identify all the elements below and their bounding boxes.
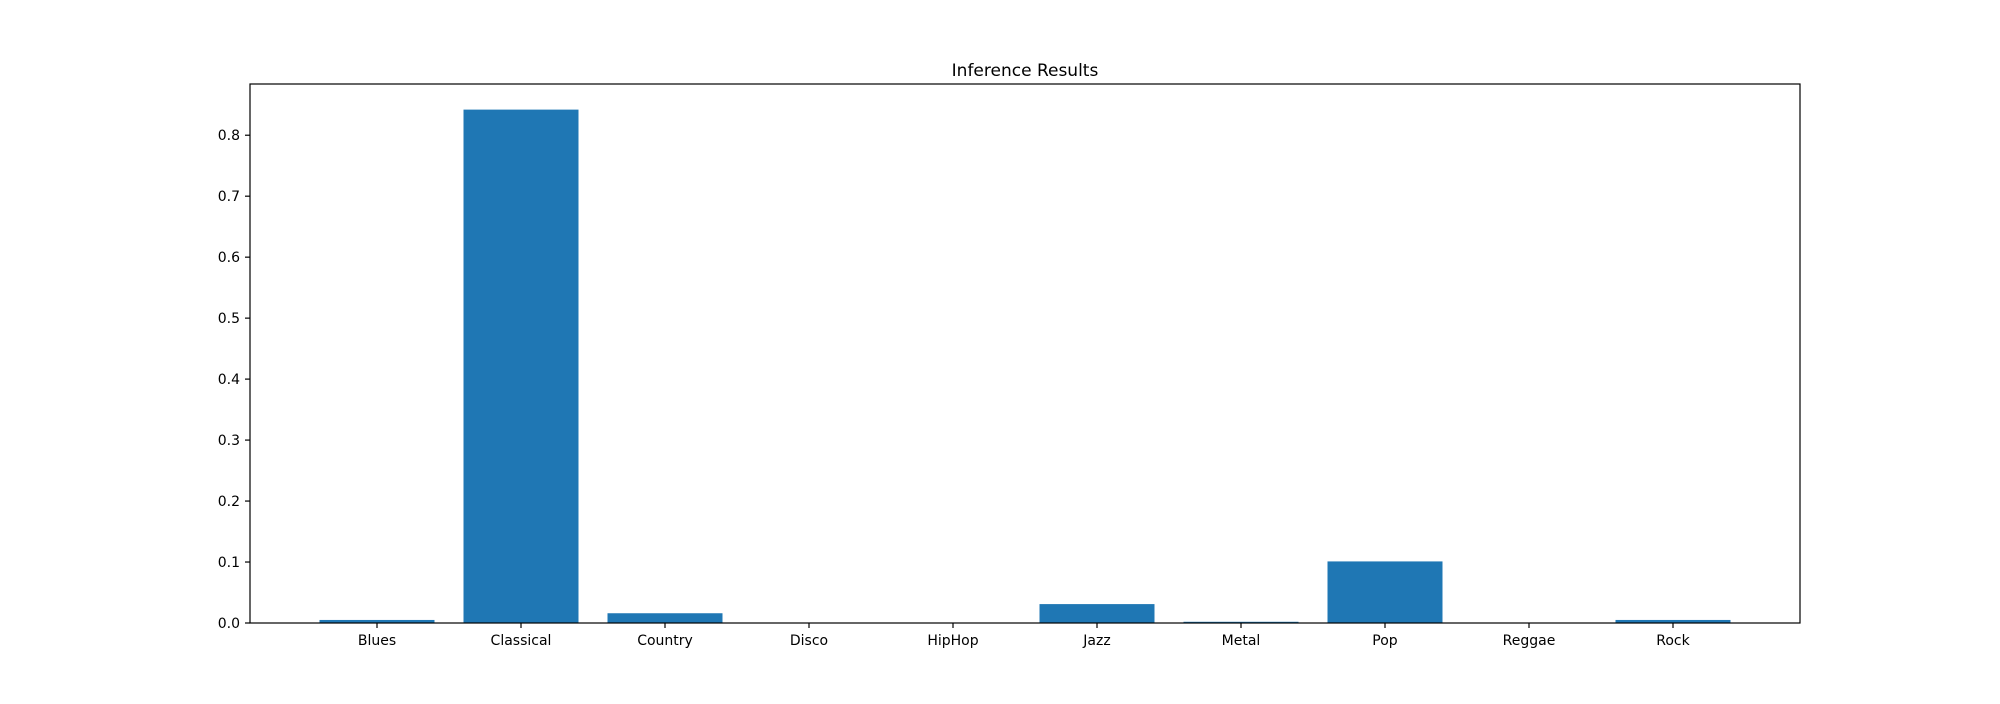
x-tick-label: Disco	[790, 633, 828, 649]
bar-pop	[1327, 561, 1443, 623]
y-axis: 0.0 0.1 0.2 0.3 0.4 0.5 0.6 0.7 0.8	[218, 128, 250, 632]
bar-classical	[463, 109, 579, 624]
bar-country	[607, 613, 723, 623]
x-tick-label: Rock	[1656, 633, 1690, 649]
y-tick-label: 0.2	[218, 494, 240, 510]
x-tick-label: Jazz	[1082, 633, 1110, 649]
y-tick-label: 0.3	[218, 433, 240, 449]
bar-rock	[1615, 619, 1731, 623]
x-tick-label: Metal	[1222, 633, 1261, 649]
x-tick-label: Classical	[491, 633, 552, 649]
y-tick-label: 0.0	[218, 616, 240, 632]
x-tick-label: Country	[637, 633, 693, 649]
bar-blues	[319, 619, 435, 623]
y-tick-label: 0.5	[218, 311, 240, 327]
bars-layer	[319, 109, 1731, 624]
x-tick-label: Pop	[1372, 633, 1398, 649]
bar-jazz	[1039, 604, 1155, 623]
chart-title: Inference Results	[952, 61, 1099, 81]
bar-metal	[1183, 621, 1299, 623]
x-axis: Blues Classical Country Disco HipHop Jazz Meta…	[358, 623, 1691, 649]
x-tick-label: HipHop	[927, 633, 978, 649]
y-tick-label: 0.4	[218, 372, 240, 388]
y-tick-label: 0.7	[218, 189, 240, 205]
x-tick-label: Reggae	[1503, 633, 1556, 649]
x-tick-label: Blues	[358, 633, 396, 649]
y-tick-label: 0.6	[218, 250, 240, 266]
plot-area-frame	[249, 83, 1801, 624]
y-tick-label: 0.8	[218, 128, 240, 144]
y-tick-label: 0.1	[218, 555, 240, 571]
